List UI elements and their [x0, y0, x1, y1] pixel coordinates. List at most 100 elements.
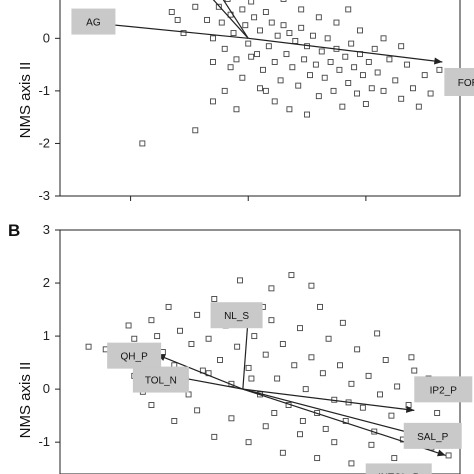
- data-point: [228, 415, 235, 422]
- data-point: [434, 410, 441, 416]
- panel-b: B -1 0 1 2 3 NMS axis II NL_S QH_P TOL_N IP2_P SAL…: [8, 221, 473, 474]
- data-point: [194, 311, 201, 318]
- data-point: [339, 103, 346, 110]
- data-point: [237, 277, 243, 284]
- data-point: [309, 32, 316, 39]
- panel-b-letter: B: [8, 221, 20, 240]
- data-point: [177, 327, 183, 334]
- data-point: [233, 106, 240, 113]
- data-point: [308, 282, 315, 289]
- vector-label-box: [414, 376, 473, 403]
- data-point: [268, 285, 275, 292]
- data-point: [380, 87, 387, 94]
- vector-line: [242, 388, 415, 411]
- data-point: [268, 317, 275, 324]
- data-point: [286, 106, 293, 113]
- data-point: [317, 303, 323, 310]
- data-point: [233, 56, 240, 63]
- y-tick-label: 2: [43, 275, 50, 290]
- data-point: [374, 69, 381, 76]
- data-point: [337, 362, 343, 369]
- data-point: [409, 85, 416, 92]
- data-point: [254, 51, 261, 58]
- data-point: [298, 6, 305, 13]
- vector-label: FOR: [458, 78, 474, 89]
- data-point: [274, 375, 281, 382]
- data-point: [171, 418, 178, 424]
- data-point: [374, 330, 381, 337]
- data-point: [283, 51, 290, 58]
- data-point: [377, 391, 383, 398]
- data-point: [279, 341, 286, 347]
- data-point: [248, 0, 255, 5]
- data-point: [365, 372, 372, 379]
- data-point: [297, 325, 303, 332]
- data-point: [327, 59, 334, 65]
- data-point: [436, 66, 443, 73]
- data-point: [404, 61, 411, 68]
- y-tick-label: 0: [43, 381, 50, 396]
- y-tick-label: -1: [38, 434, 50, 449]
- data-point: [221, 87, 228, 94]
- data-point: [192, 127, 199, 134]
- data-point: [445, 452, 452, 459]
- data-point: [427, 90, 434, 97]
- data-point: [324, 35, 331, 42]
- data-point: [280, 22, 287, 29]
- data-point: [345, 80, 352, 86]
- data-point: [279, 449, 286, 456]
- data-point: [331, 439, 338, 446]
- data-point: [248, 375, 255, 382]
- data-point: [209, 98, 216, 105]
- data-point: [139, 140, 146, 147]
- data-point: [257, 27, 263, 34]
- data-point: [154, 333, 161, 340]
- data-point: [215, 3, 222, 10]
- data-point: [174, 16, 181, 23]
- data-point: [359, 72, 366, 79]
- data-point: [315, 14, 322, 21]
- data-point: [325, 335, 332, 342]
- data-point: [211, 433, 218, 440]
- plot-frame: [59, 229, 461, 474]
- data-point: [371, 45, 378, 52]
- data-point: [245, 364, 252, 371]
- data-point: [415, 103, 422, 110]
- data-point: [411, 367, 418, 374]
- data-point: [218, 19, 225, 26]
- y-axis-label: NMS axis II: [17, 62, 34, 139]
- data-point: [354, 90, 361, 97]
- data-point: [342, 53, 349, 60]
- data-point: [299, 418, 306, 424]
- data-point: [274, 32, 281, 39]
- data-point: [301, 56, 308, 63]
- data-point: [271, 410, 278, 416]
- vector-arrowhead: [433, 57, 443, 65]
- data-point: [318, 48, 325, 55]
- data-point: [245, 439, 252, 446]
- data-point: [330, 87, 337, 94]
- vector-label-box: [132, 366, 189, 393]
- y-tick-label: 1: [43, 328, 50, 343]
- data-point: [131, 335, 138, 342]
- data-point: [368, 85, 375, 92]
- data-point: [286, 30, 293, 37]
- vector-line: [248, 37, 443, 63]
- data-point: [386, 56, 393, 63]
- data-point: [307, 72, 313, 79]
- data-point: [268, 19, 275, 26]
- data-point: [85, 343, 92, 350]
- vector-label-box: [107, 342, 162, 369]
- data-point: [192, 3, 199, 10]
- data-point: [408, 354, 415, 361]
- data-point: [148, 402, 155, 408]
- data-point: [362, 101, 369, 107]
- data-point: [265, 43, 272, 50]
- data-point: [288, 272, 295, 279]
- vector-label: AG: [86, 18, 101, 29]
- data-point: [271, 59, 278, 65]
- data-point: [359, 404, 366, 411]
- data-point: [333, 19, 340, 26]
- vector-label-box: [403, 422, 462, 449]
